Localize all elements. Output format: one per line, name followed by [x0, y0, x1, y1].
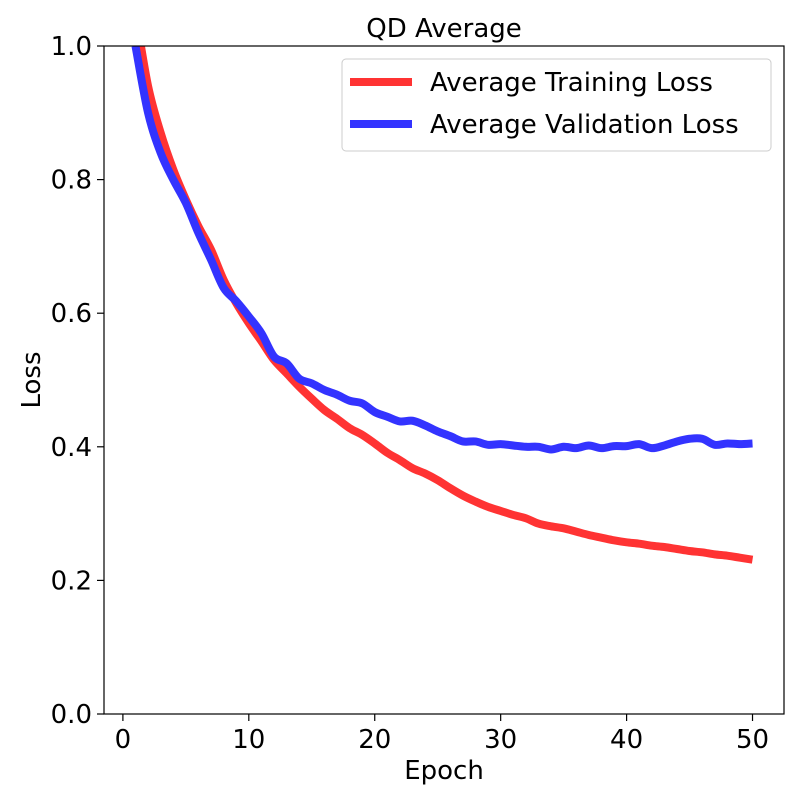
y-tick-label: 0.6: [51, 299, 92, 329]
y-tick-label: 0.8: [51, 166, 92, 196]
legend-box: [341, 58, 772, 152]
legend-label-validation: Average Validation Loss: [430, 110, 739, 140]
plot-frame: [103, 45, 785, 715]
y-tick-label: 0.2: [51, 566, 92, 596]
x-tick-label: 40: [610, 725, 643, 755]
legend: Average Training Loss Average Validation…: [341, 58, 772, 152]
x-tick-label: 50: [736, 725, 769, 755]
series-line-validation: [131, 46, 753, 454]
x-axis-label: Epoch: [404, 756, 484, 786]
x-tick-label: 20: [358, 725, 391, 755]
x-tick-label: 30: [484, 725, 517, 755]
y-axis-label: Loss: [17, 351, 47, 408]
x-axis: 0 10 20 30 40 50: [115, 714, 769, 755]
chart-title: QD Average: [366, 14, 522, 44]
y-axis: 0.0 0.2 0.4 0.6 0.8 1.0: [51, 32, 104, 730]
x-tick-label: 10: [232, 725, 265, 755]
y-tick-label: 0.4: [51, 433, 92, 463]
y-tick-label: 1.0: [51, 32, 92, 62]
legend-label-training: Average Training Loss: [430, 68, 713, 98]
x-tick-label: 0: [115, 725, 132, 755]
plot-area: [131, 46, 754, 564]
y-tick-label: 0.0: [51, 700, 92, 730]
